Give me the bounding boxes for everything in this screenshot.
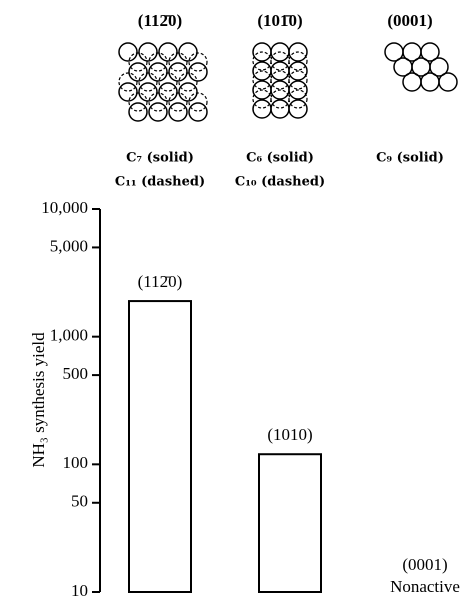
atom (179, 73, 197, 91)
atom (253, 100, 271, 118)
atom (189, 93, 207, 111)
atom (119, 73, 137, 91)
y-tick-label: 100 (63, 453, 89, 472)
atom (169, 63, 187, 81)
atom (149, 103, 167, 121)
surface-caption: C₁₀ (dashed) (235, 175, 325, 190)
atom (289, 100, 307, 118)
atom (169, 53, 187, 71)
atom (169, 93, 187, 111)
atom (403, 73, 421, 91)
surface-label: (101̄0) (257, 11, 302, 30)
atom (179, 43, 197, 61)
y-tick-label: 1,000 (50, 326, 88, 345)
atom (149, 53, 167, 71)
bar (259, 454, 321, 592)
y-axis-label: NH₃ synthesis yield (29, 332, 48, 468)
surface-caption: C₉ (solid) (376, 151, 444, 166)
atom (439, 73, 457, 91)
atom (159, 73, 177, 91)
y-tick-label: 50 (71, 492, 88, 511)
atom (139, 73, 157, 91)
y-tick-label: 10,000 (41, 198, 88, 217)
bar-label: (0001) (402, 555, 447, 574)
bar-label: (112̄0) (138, 272, 183, 291)
surface-caption: C₁₁ (dashed) (115, 175, 205, 190)
y-tick-label: 10 (71, 581, 88, 600)
atom (149, 93, 167, 111)
atom (421, 73, 439, 91)
chart: NH₃ synthesis yield (112̄0) C₇ (solid) C₁₁… (0, 0, 464, 600)
atom (189, 63, 207, 81)
surface-caption: C₆ (solid) (246, 151, 314, 166)
atom (139, 83, 157, 101)
atom (189, 103, 207, 121)
y-tick-label: 500 (63, 364, 89, 383)
surface-label: (0001) (387, 11, 432, 30)
atom (149, 63, 167, 81)
atom (119, 83, 137, 101)
atom (129, 53, 147, 71)
atom (271, 100, 289, 118)
annotation: Nonactive (390, 577, 460, 596)
atom (129, 63, 147, 81)
surface-caption: C₇ (solid) (126, 151, 194, 166)
atom (159, 43, 177, 61)
bar-label: (1010) (267, 425, 312, 444)
atom (189, 53, 207, 71)
atom (179, 83, 197, 101)
bar (129, 301, 191, 592)
y-tick-label: 5,000 (50, 236, 88, 255)
atom (129, 103, 147, 121)
atom (139, 43, 157, 61)
atom (159, 83, 177, 101)
atom (129, 93, 147, 111)
surface-label: (112̄0) (138, 11, 182, 30)
atom (119, 43, 137, 61)
atom (169, 103, 187, 121)
